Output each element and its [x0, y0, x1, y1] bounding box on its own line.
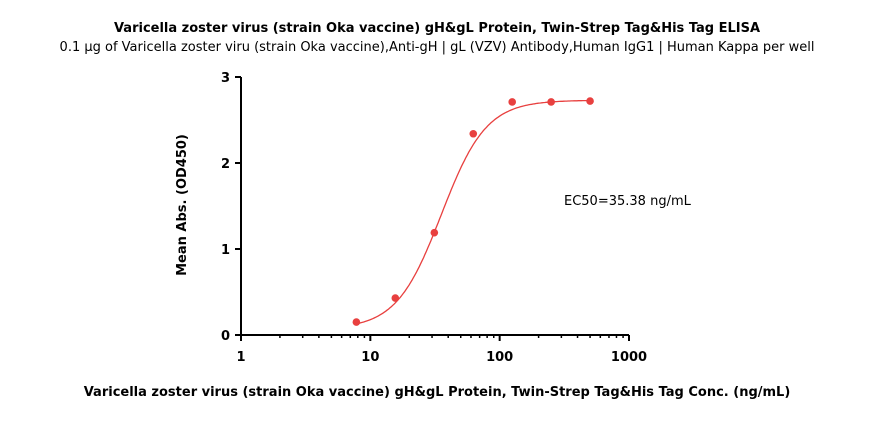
data-points-layer [352, 97, 594, 326]
x-tick-label: 1000 [611, 350, 647, 365]
data-point [547, 98, 555, 106]
data-point [352, 318, 361, 326]
data-point [469, 129, 478, 138]
data-point [508, 98, 517, 106]
y-tick-label: 2 [221, 157, 230, 172]
data-point [391, 294, 400, 302]
chart-title: Varicella zoster virus (strain Oka vacci… [114, 21, 760, 36]
x-tick-label: 100 [486, 350, 513, 365]
y-tick-label: 1 [221, 243, 230, 258]
x-axis-label: Varicella zoster virus (strain Oka vacci… [84, 385, 791, 400]
x-tick-label: 10 [361, 350, 379, 365]
data-point [586, 97, 594, 105]
data-point [430, 228, 439, 237]
y-axis-label: Mean Abs. (OD450) [175, 134, 190, 276]
y-tick-label: 0 [221, 329, 230, 344]
chart-subtitle: 0.1 μg of Varicella zoster viru (strain … [60, 40, 815, 55]
y-tick-label: 3 [221, 71, 230, 86]
x-tick-label: 1 [236, 350, 245, 365]
ec50-annotation: EC50=35.38 ng/mL [564, 194, 692, 209]
